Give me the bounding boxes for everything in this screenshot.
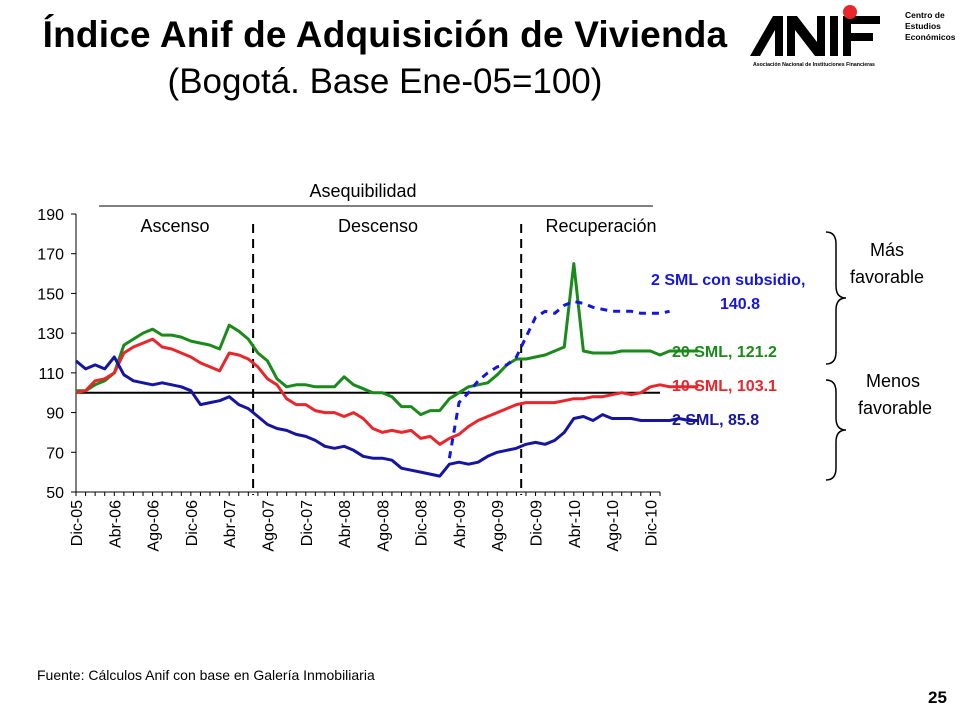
more-favorable-label-line-2: favorable (850, 267, 924, 287)
x-tick-label: Ago-08 (375, 500, 392, 552)
series-label-20-sml: 20 SML, 121.2 (672, 344, 777, 361)
more-favorable-label-line-1: Más (870, 240, 904, 260)
x-tick-label: Abr-09 (452, 500, 469, 548)
y-tick-label: 90 (46, 406, 64, 423)
slide-subtitle: (Bogotá. Base Ene-05=100) (167, 62, 603, 101)
x-tick-label: Abr-10 (567, 500, 584, 548)
y-tick-label: 170 (37, 247, 64, 264)
logo-center-line-2: Estudios (905, 21, 941, 31)
x-tick-label: Ago-07 (260, 500, 277, 552)
x-tick-label: Dic-09 (529, 500, 546, 546)
less-favorable-label-line-1: Menos (866, 371, 920, 391)
x-tick-label: Abr-08 (337, 500, 354, 548)
series-label-2-sml: 2 SML, 85.8 (672, 412, 759, 429)
series-line-2-sml-con-subsidio (447, 299, 670, 459)
x-tick-label: Dic-07 (299, 500, 316, 546)
series-label-2-sml-subsidy: 2 SML con subsidio, (651, 272, 805, 289)
y-tick-label: 150 (37, 286, 64, 303)
x-tick-label: Abr-06 (107, 500, 124, 548)
y-tick-label: 70 (46, 445, 64, 462)
x-tick-label: Dic-05 (69, 500, 86, 546)
logo-caption: Asociación Nacional de Instituciones Fin… (753, 62, 875, 68)
series-label-10-sml: 10 SML, 103.1 (672, 378, 777, 395)
logo-center-line-1: Centro de (905, 10, 945, 20)
anif-logo: Asociación Nacional de Instituciones Fin… (750, 5, 955, 68)
x-tick-label: Abr-07 (222, 500, 239, 548)
logo-red-dot (843, 5, 857, 19)
phase-label: Ascenso (140, 216, 209, 236)
x-tick-label: Ago-09 (490, 500, 507, 552)
x-tick-label: Dic-06 (184, 500, 201, 546)
x-tick-label: Dic-08 (414, 500, 431, 546)
y-tick-label: 130 (37, 326, 64, 343)
anif-logo-mark (750, 5, 880, 56)
series-line-10-sml (75, 337, 699, 446)
series-label-2-sml-subsidy-value: 140.8 (720, 296, 760, 313)
source-note: Fuente: Cálculos Anif con base en Galerí… (37, 667, 375, 683)
x-tick-label: Ago-06 (146, 500, 163, 552)
series-line-20-sml (76, 262, 699, 417)
y-tick-label: 190 (37, 207, 64, 224)
logo-center-line-3: Económicos (905, 32, 955, 42)
phase-label: Descenso (338, 216, 418, 236)
phase-label: Recuperación (545, 216, 656, 236)
y-tick-label: 110 (38, 366, 64, 383)
series-line-2-sml (75, 355, 699, 478)
lower-brace (825, 379, 847, 481)
page-number: 25 (928, 688, 947, 707)
phase-overall-label: Asequibilidad (309, 181, 416, 201)
upper-brace (825, 231, 847, 365)
x-tick-label: Ago-10 (605, 500, 622, 552)
x-tick-label: Dic-10 (643, 500, 660, 546)
less-favorable-label-line-2: favorable (858, 398, 932, 418)
y-tick-label: 50 (46, 485, 64, 502)
slide-title: Índice Anif de Adquisición de Vivienda (42, 14, 728, 55)
